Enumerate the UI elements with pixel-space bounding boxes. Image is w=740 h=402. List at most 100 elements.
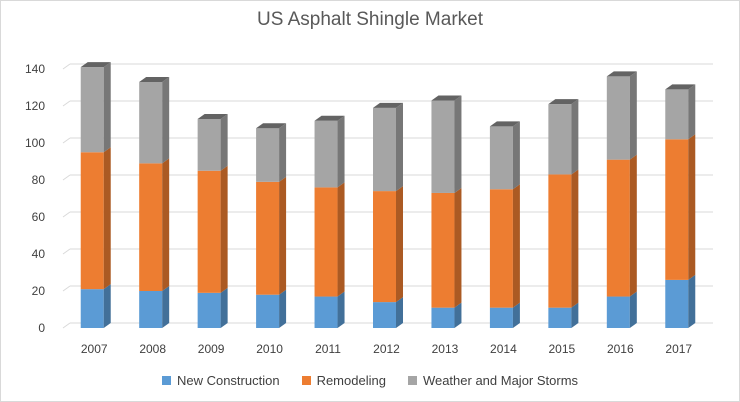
bar-side — [454, 302, 462, 328]
x-tick-label: 2011 — [315, 342, 341, 356]
bar-side — [162, 76, 170, 164]
bar-segment — [489, 307, 513, 328]
x-tick-label: 2008 — [139, 342, 166, 356]
bar-side — [396, 297, 403, 328]
bar-segment — [665, 279, 689, 328]
bar-side — [512, 184, 520, 308]
gridline-depth — [62, 322, 71, 329]
bar-segment — [80, 289, 104, 328]
gridline-depth — [62, 63, 71, 70]
bar-side — [571, 302, 579, 328]
bar-side — [454, 187, 462, 308]
bar-segment — [548, 307, 572, 328]
x-tick-label: 2009 — [198, 342, 225, 356]
bar-top — [489, 121, 520, 127]
bar-segment — [665, 89, 689, 140]
bar-segment — [548, 174, 572, 308]
bar-segment — [548, 104, 572, 175]
legend-label: Weather and Major Storms — [422, 373, 579, 388]
bar-side — [454, 95, 462, 193]
gridline-depth — [62, 100, 71, 107]
x-tick-label: 2013 — [432, 342, 459, 356]
bar-side — [629, 291, 637, 328]
bar-segment — [139, 291, 163, 328]
y-tick-label: 140 — [25, 62, 45, 76]
bar-segment — [80, 152, 104, 290]
bar-top — [139, 76, 170, 82]
bar-segment — [197, 118, 221, 171]
bar-segment — [606, 296, 630, 328]
bar-side — [103, 284, 111, 328]
bar-side — [279, 123, 287, 182]
bar-top — [606, 71, 637, 77]
legend-item: New Construction — [161, 373, 280, 388]
bar-side — [688, 274, 696, 328]
x-tick-label: 2016 — [607, 342, 634, 356]
bar-segment — [314, 120, 338, 188]
bar-side — [220, 287, 228, 328]
y-tick-label: 20 — [32, 284, 46, 298]
bar-side — [337, 291, 345, 328]
bar-segment — [139, 81, 163, 164]
x-tick-label: 2015 — [549, 342, 576, 356]
y-tick-label: 100 — [25, 136, 45, 150]
bar-side — [279, 176, 287, 295]
legend-item: Weather and Major Storms — [407, 373, 579, 388]
legend-item: Remodeling — [301, 373, 386, 388]
legend-label: New Construction — [176, 373, 280, 388]
bar-segment — [314, 187, 338, 297]
gridline-depth — [62, 137, 71, 144]
bar-segment — [489, 126, 513, 190]
y-tick-label: 120 — [25, 99, 45, 113]
legend-swatch — [407, 376, 417, 385]
x-tick-label: 2012 — [373, 342, 400, 356]
bar-segment — [197, 292, 221, 328]
bar-top — [548, 99, 579, 105]
bar-segment — [256, 128, 280, 182]
bar-side — [688, 84, 696, 140]
bar-segment — [80, 67, 104, 153]
bar-top — [665, 84, 696, 90]
bar-side — [512, 121, 520, 190]
y-tick-label: 60 — [32, 210, 46, 224]
bar-segment — [606, 159, 630, 297]
gridline-depth — [62, 248, 71, 255]
x-tick-label: 2017 — [665, 342, 692, 356]
y-tick-label: 0 — [38, 321, 45, 335]
chart-title: US Asphalt Shingle Market — [256, 9, 483, 30]
bar-segment — [373, 191, 396, 303]
bar-side — [571, 169, 579, 308]
x-tick-label: 2010 — [256, 342, 283, 356]
bar-side — [220, 113, 228, 171]
bar-side — [629, 71, 637, 160]
x-tick-label: 2014 — [490, 342, 517, 356]
bar-side — [629, 154, 637, 297]
bar-segment — [256, 294, 280, 328]
bar-segment — [665, 139, 689, 280]
bar-side — [220, 165, 228, 293]
bar-side — [571, 99, 579, 175]
bar-segment — [489, 189, 513, 308]
legend-label: Remodeling — [316, 373, 386, 388]
bar-side — [512, 302, 520, 328]
bar-segment — [606, 76, 630, 160]
bar-side — [337, 115, 345, 188]
bar-side — [103, 62, 111, 153]
legend-swatch — [161, 376, 171, 385]
bar-top — [80, 62, 111, 68]
bar-side — [279, 289, 287, 328]
bar-segment — [139, 163, 163, 291]
y-tick-label: 40 — [32, 247, 46, 261]
bar-side — [162, 286, 170, 328]
bar-segment — [431, 307, 455, 328]
bar-side — [162, 158, 170, 291]
bar-side — [103, 147, 111, 290]
gridline-depth — [62, 211, 71, 218]
bar-side — [396, 102, 403, 192]
bar-segment — [256, 181, 280, 295]
bar-segment — [314, 296, 338, 328]
gridline-depth — [62, 285, 71, 292]
bar-side — [396, 186, 403, 303]
